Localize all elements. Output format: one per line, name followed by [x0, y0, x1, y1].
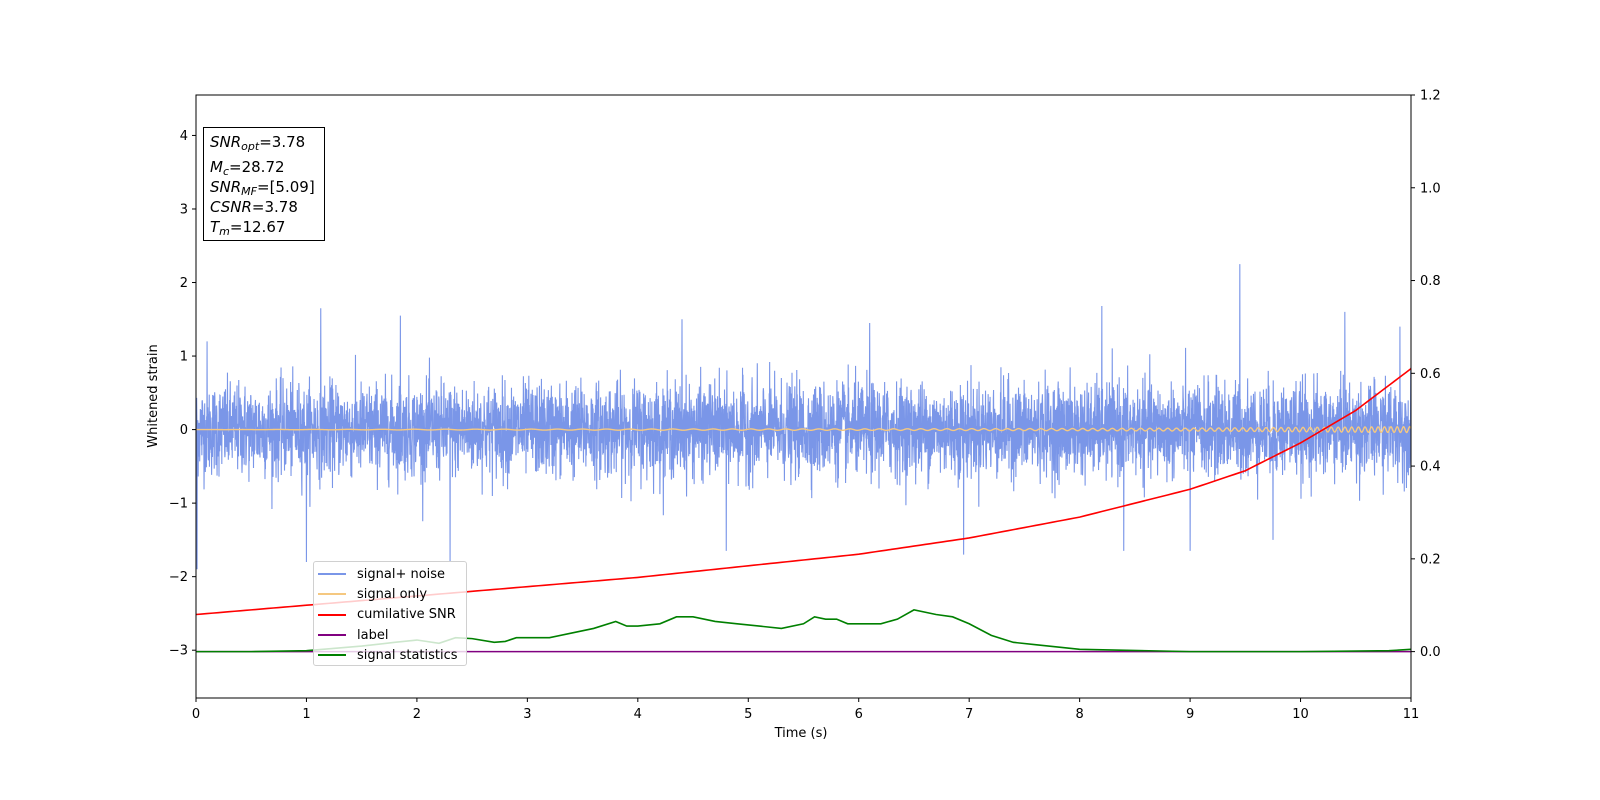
x-axis: 0 1 2 3 4 5 6 7 8 9 10 11	[192, 698, 1419, 722]
y2-tick-label: 1.2	[1420, 89, 1441, 104]
x-tick-label: 0	[192, 707, 200, 722]
series-signal-noise-line	[196, 264, 1411, 570]
y-tick-label: 4	[180, 129, 188, 144]
legend: signal+ noise signal only cumilative SNR…	[313, 561, 467, 666]
legend-item-signal-statistics: signal statistics	[318, 645, 466, 665]
y2-tick-label: 1.0	[1420, 181, 1441, 196]
x-tick-label: 5	[744, 707, 752, 722]
x-tick-label: 9	[1186, 707, 1194, 722]
x-tick-label: 3	[523, 707, 531, 722]
y-axis-left: −3 −2 −1 0 1 2 3 4	[169, 129, 196, 659]
snr-opt-annotation: SNRopt=3.78	[210, 133, 306, 153]
y-tick-label: 2	[180, 276, 188, 291]
y-tick-label: 1	[180, 350, 188, 365]
y-tick-label: 3	[180, 202, 188, 217]
chirp-mass-annotation: Mc=28.72	[210, 158, 285, 178]
series-signal-only-line	[196, 425, 1411, 434]
x-tick-label: 11	[1403, 707, 1420, 722]
x-tick-label: 4	[634, 707, 642, 722]
legend-item-signal-noise: signal+ noise	[318, 564, 466, 584]
legend-swatch	[318, 593, 346, 596]
legend-swatch	[318, 573, 346, 576]
plot-frame	[195, 94, 1412, 699]
legend-label: cumilative SNR	[357, 607, 456, 623]
tm-annotation: Tm=12.67	[210, 218, 286, 238]
legend-label: signal statistics	[357, 647, 458, 663]
y-axis-label: Whitened strain	[146, 344, 161, 447]
x-tick-label: 2	[413, 707, 421, 722]
y-tick-label: 0	[180, 423, 188, 438]
y2-tick-label: 0.4	[1420, 460, 1441, 475]
y-tick-label: −2	[169, 570, 188, 585]
legend-label: signal+ noise	[357, 566, 446, 582]
x-tick-label: 6	[855, 707, 863, 722]
legend-swatch	[318, 654, 346, 657]
y2-tick-label: 0.8	[1420, 274, 1441, 289]
y2-tick-label: 0.2	[1420, 552, 1441, 567]
x-tick-label: 1	[302, 707, 310, 722]
legend-swatch	[318, 634, 346, 637]
y-tick-label: −1	[169, 497, 188, 512]
legend-item-signal-only: signal only	[318, 584, 466, 604]
legend-item-label: label	[318, 625, 466, 645]
legend-swatch	[318, 613, 346, 616]
x-tick-label: 10	[1292, 707, 1309, 722]
x-tick-label: 7	[965, 707, 973, 722]
y2-tick-label: 0.0	[1420, 645, 1441, 660]
y-axis-right: 0.0 0.2 0.4 0.6 0.8 1.0 1.2	[1411, 89, 1441, 660]
legend-label: label	[357, 627, 389, 643]
csnr-annotation: CSNR=3.78	[210, 198, 298, 216]
x-tick-label: 8	[1075, 707, 1083, 722]
y-tick-label: −3	[169, 644, 188, 659]
parameter-annotation-box: SNRopt=3.78 Mc=28.72 SNRMF=[5.09] CSNR=3…	[203, 127, 325, 241]
legend-label: signal only	[357, 586, 428, 602]
snr-mf-annotation: SNRMF=[5.09]	[210, 178, 315, 198]
legend-item-cumulative-snr: cumilative SNR	[318, 605, 466, 625]
x-axis-label: Time (s)	[774, 726, 828, 741]
y2-tick-label: 0.6	[1420, 367, 1441, 382]
